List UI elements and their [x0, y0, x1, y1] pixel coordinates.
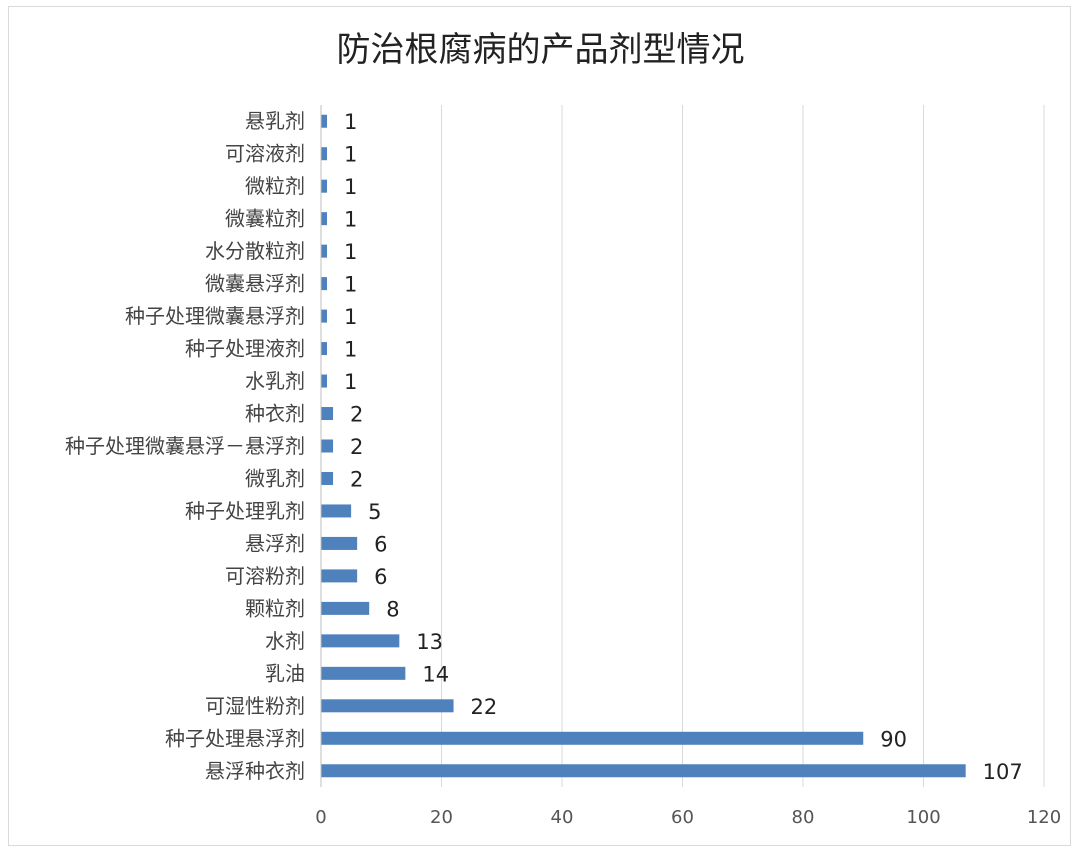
category-label: 微乳剂: [245, 466, 305, 490]
data-label: 2: [350, 467, 363, 491]
x-tick-label: 120: [1027, 807, 1061, 828]
data-label: 1: [344, 143, 357, 167]
bar: [321, 601, 370, 615]
x-tick-label: 60: [671, 807, 694, 828]
bar: [321, 666, 406, 680]
x-tick-labels: 0 20 40 60 80 100 120: [315, 807, 1061, 828]
data-label: 8: [386, 597, 399, 621]
bar: [321, 179, 328, 193]
category-labels: 悬乳剂可溶液剂微粒剂微囊粒剂水分散粒剂微囊悬浮剂种子处理微囊悬浮剂种子处理液剂水…: [65, 109, 305, 783]
data-label: 1: [344, 240, 357, 264]
data-label: 5: [368, 500, 381, 524]
data-label: 6: [374, 532, 387, 556]
category-label: 悬浮剂: [245, 531, 305, 555]
bar: [321, 439, 334, 453]
chart-title: 防治根腐病的产品剂型情况: [336, 30, 745, 70]
bar: [321, 244, 328, 258]
category-label: 颗粒剂: [245, 596, 305, 620]
data-label: 2: [350, 403, 363, 427]
data-label: 14: [422, 662, 449, 686]
bar: [321, 374, 328, 388]
bar: [321, 277, 328, 291]
bar: [321, 212, 328, 226]
bar: [321, 471, 334, 485]
category-label: 种子处理乳剂: [185, 499, 305, 523]
category-label: 种子处理液剂: [185, 337, 305, 361]
bar: [321, 147, 328, 161]
bar: [321, 634, 400, 648]
bar: [321, 699, 454, 713]
data-label: 1: [344, 110, 357, 134]
bar: [321, 536, 358, 550]
data-label: 6: [374, 565, 387, 589]
category-label: 悬浮种衣剂: [205, 759, 305, 783]
category-label: 可溶粉剂: [225, 564, 305, 588]
category-label: 悬乳剂: [245, 109, 305, 133]
data-label: 1: [344, 305, 357, 329]
chart-frame: [8, 6, 1071, 846]
category-label: 水乳剂: [245, 369, 305, 393]
category-label: 种子处理微囊悬浮剂: [125, 304, 305, 328]
bar: [321, 114, 328, 128]
category-label: 微粒剂: [245, 174, 305, 198]
data-label: 1: [344, 273, 357, 297]
gridlines: [441, 105, 1045, 787]
data-label: 1: [344, 370, 357, 394]
category-label: 水剂: [265, 629, 305, 653]
category-label: 种子处理悬浮剂: [165, 726, 305, 750]
data-label: 2: [350, 435, 363, 459]
bar: [321, 569, 358, 583]
data-label: 22: [471, 695, 498, 719]
category-label: 水分散粒剂: [205, 239, 305, 263]
data-label: 1: [344, 175, 357, 199]
data-label: 107: [983, 760, 1023, 784]
category-label: 微囊悬浮剂: [205, 272, 305, 296]
category-label: 微囊粒剂: [225, 207, 305, 231]
category-label: 可湿性粉剂: [205, 694, 305, 718]
category-label: 可溶液剂: [225, 142, 305, 166]
bars: [321, 114, 966, 778]
x-tick-label: 100: [906, 807, 940, 828]
x-tick-label: 40: [551, 807, 574, 828]
bar: [321, 342, 328, 356]
category-label: 种衣剂: [245, 402, 305, 426]
bar: [321, 407, 334, 421]
bar: [321, 504, 352, 518]
data-label: 13: [416, 630, 443, 654]
x-tick-label: 80: [792, 807, 815, 828]
data-label: 1: [344, 208, 357, 232]
bar: [321, 309, 328, 323]
bar: [321, 764, 966, 778]
x-tick-label: 0: [315, 807, 326, 828]
x-tick-label: 20: [430, 807, 453, 828]
bar: [321, 731, 864, 745]
data-label: 1: [344, 338, 357, 362]
category-label: 乳油: [265, 661, 305, 685]
category-label: 种子处理微囊悬浮－悬浮剂: [65, 434, 305, 458]
data-label: 90: [880, 727, 907, 751]
